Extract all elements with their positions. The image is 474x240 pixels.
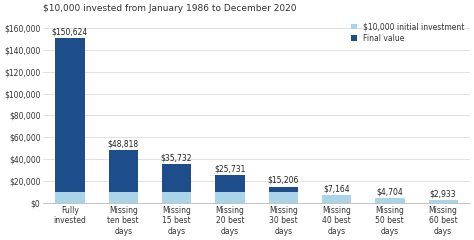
Bar [428, 200, 458, 203]
Bar [55, 192, 85, 203]
Text: $35,732: $35,732 [161, 153, 192, 162]
Bar [375, 198, 404, 203]
Bar [109, 192, 138, 203]
Bar [109, 150, 138, 192]
Text: $25,731: $25,731 [214, 164, 246, 173]
Text: $2,933: $2,933 [430, 189, 456, 198]
Bar [269, 192, 298, 203]
Bar [322, 195, 351, 203]
Text: $15,206: $15,206 [267, 176, 299, 185]
Bar [215, 192, 245, 203]
Bar [162, 192, 191, 203]
Bar [269, 186, 298, 192]
Legend: $10,000 initial investment, Final value: $10,000 initial investment, Final value [348, 19, 467, 46]
Text: $48,818: $48,818 [108, 139, 139, 148]
Bar [215, 175, 245, 192]
Text: $10,000 invested from January 1986 to December 2020: $10,000 invested from January 1986 to De… [43, 4, 297, 13]
Bar [162, 164, 191, 192]
Text: $150,624: $150,624 [52, 27, 88, 36]
Bar [55, 38, 85, 192]
Text: $4,704: $4,704 [376, 187, 403, 197]
Text: $7,164: $7,164 [323, 185, 350, 194]
